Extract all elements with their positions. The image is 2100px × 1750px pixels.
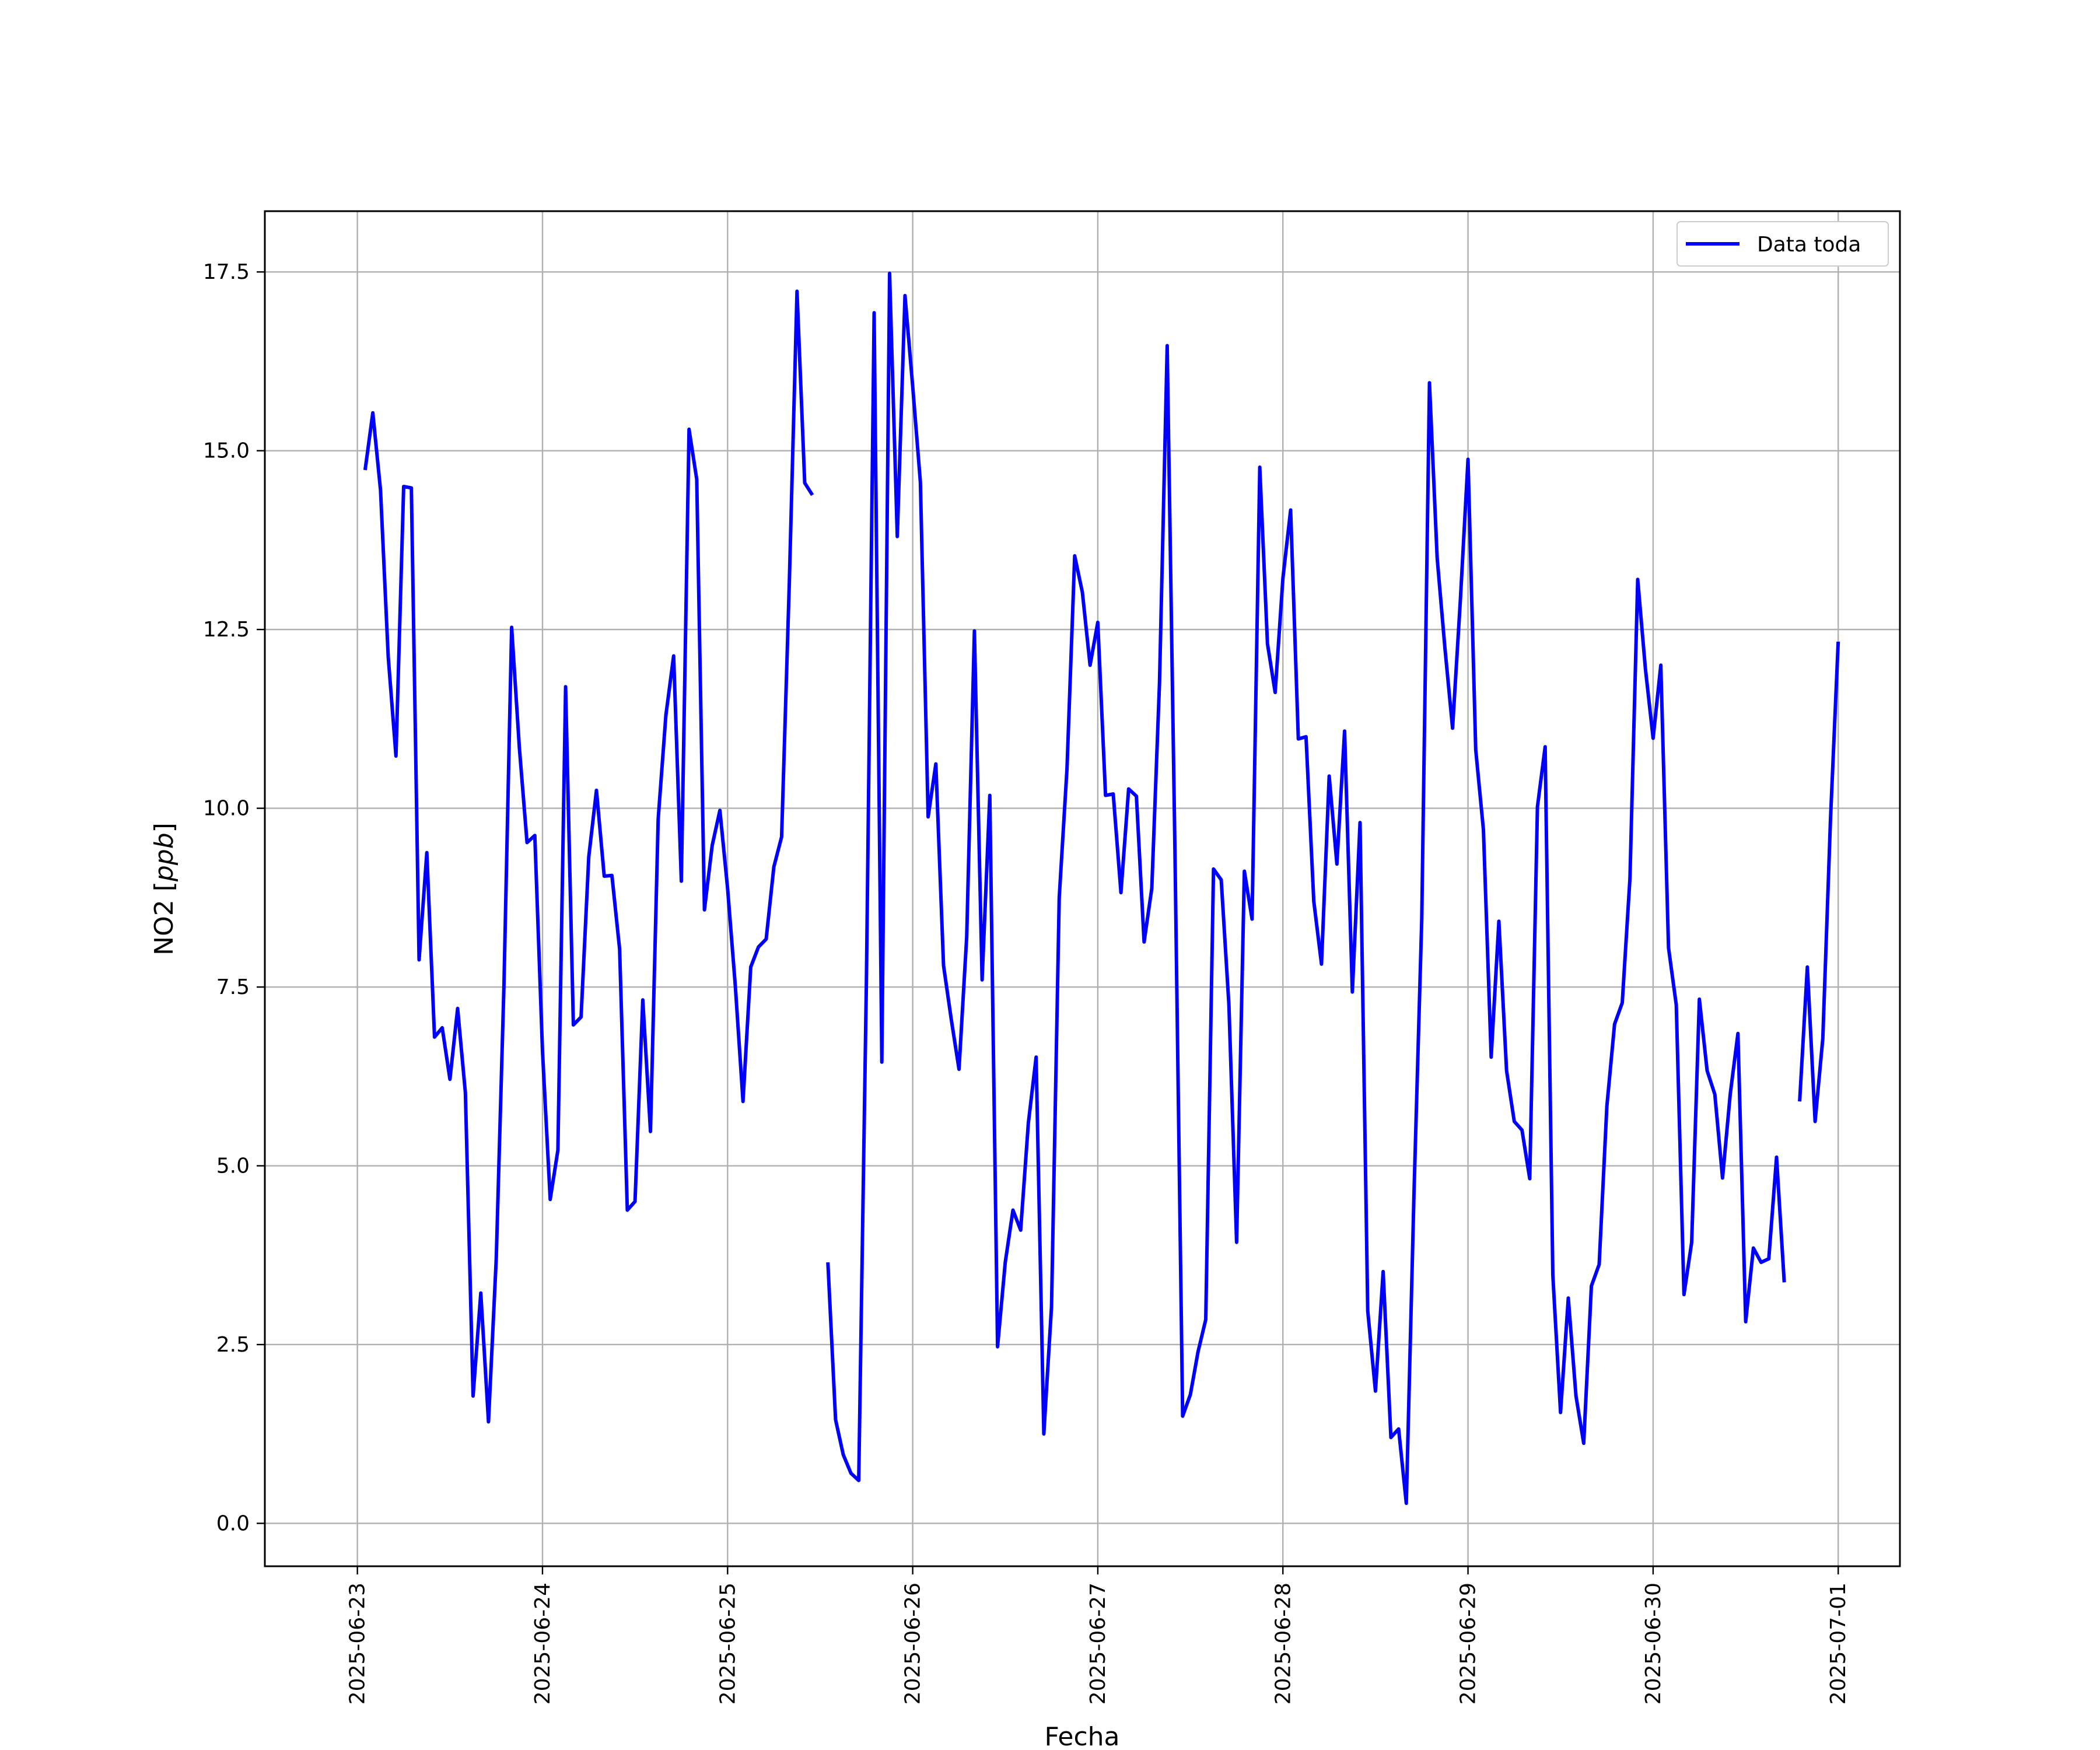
y-tick-label: 15.0 (203, 439, 250, 463)
x-tick-label: 2025-07-01 (1826, 1583, 1850, 1704)
y-axis-title-main: NO2 (149, 900, 179, 956)
x-tick-label: 2025-06-30 (1642, 1583, 1665, 1704)
legend: Data toda (1676, 221, 1889, 267)
y-tick-label: 12.5 (203, 618, 250, 642)
x-tick-label: 2025-06-26 (901, 1583, 925, 1704)
series-line-data-toda (363, 271, 1840, 1506)
legend-label: Data toda (1757, 233, 1861, 257)
tick-labels: 0.0 2.5 5.0 7.5 10.0 12.5 15.0 17.5 2025-06-23 20… (203, 260, 1850, 1704)
y-axis-title: NO2 [ppb] (149, 822, 179, 956)
y-tick-label: 2.5 (216, 1333, 250, 1357)
legend-box (1676, 221, 1889, 267)
y-tick-label: 10.0 (203, 797, 250, 821)
x-tick-label: 2025-06-28 (1271, 1583, 1295, 1704)
axis-ticks (257, 271, 1839, 1574)
x-axis-title: Fecha (1044, 1722, 1119, 1750)
y-tick-label: 5.0 (216, 1154, 250, 1178)
y-tick-label: 17.5 (203, 260, 250, 284)
series-layer (363, 271, 1840, 1506)
x-tick-label: 2025-06-24 (531, 1583, 555, 1704)
x-tick-label: 2025-06-23 (346, 1583, 370, 1704)
y-tick-label: 0.0 (216, 1511, 250, 1535)
plot-area-frame (264, 210, 1901, 1567)
y-axis-title-bracket-open: [ (149, 881, 179, 900)
x-tick-label: 2025-06-29 (1457, 1583, 1480, 1704)
x-tick-label: 2025-06-27 (1086, 1583, 1110, 1704)
x-tick-label: 2025-06-25 (716, 1583, 740, 1704)
y-axis-title-bracket-close: ] (149, 822, 179, 832)
y-tick-label: 7.5 (216, 975, 250, 999)
y-axis-title-unit: ppb (149, 832, 179, 882)
grid-lines (265, 211, 1900, 1566)
